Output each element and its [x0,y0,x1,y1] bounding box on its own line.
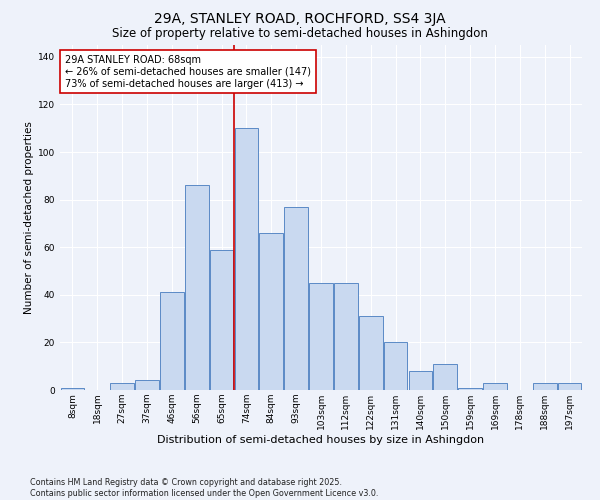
Bar [334,283,358,390]
Bar [110,383,134,390]
Bar [135,380,159,390]
X-axis label: Distribution of semi-detached houses by size in Ashingdon: Distribution of semi-detached houses by … [157,434,485,444]
Bar [185,186,209,390]
Bar [160,292,184,390]
Bar [433,364,457,390]
Text: Size of property relative to semi-detached houses in Ashingdon: Size of property relative to semi-detach… [112,28,488,40]
Bar [533,383,557,390]
Bar [384,342,407,390]
Bar [210,250,233,390]
Bar [359,316,383,390]
Bar [61,388,84,390]
Bar [558,383,581,390]
Text: 29A STANLEY ROAD: 68sqm
← 26% of semi-detached houses are smaller (147)
73% of s: 29A STANLEY ROAD: 68sqm ← 26% of semi-de… [65,56,311,88]
Bar [284,207,308,390]
Y-axis label: Number of semi-detached properties: Number of semi-detached properties [24,121,34,314]
Bar [458,388,482,390]
Bar [235,128,258,390]
Bar [409,371,432,390]
Bar [259,233,283,390]
Text: Contains HM Land Registry data © Crown copyright and database right 2025.
Contai: Contains HM Land Registry data © Crown c… [30,478,379,498]
Bar [483,383,507,390]
Text: 29A, STANLEY ROAD, ROCHFORD, SS4 3JA: 29A, STANLEY ROAD, ROCHFORD, SS4 3JA [154,12,446,26]
Bar [309,283,333,390]
